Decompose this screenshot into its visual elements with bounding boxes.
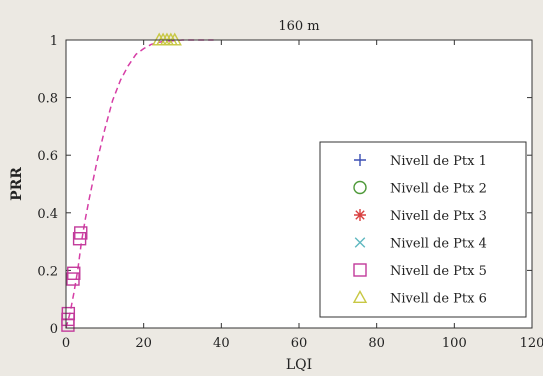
series-6-markers [152,32,182,46]
y-tick-label: 0.8 [37,92,58,107]
y-tick-label: 0.2 [37,264,58,279]
marker-square [74,226,88,240]
marker-square [353,263,367,277]
marker-asterisk [354,209,366,221]
legend-item: Nivell de Ptx 1 [354,154,487,169]
chart-title: 160 m [278,19,319,34]
plot-frame [65,39,533,329]
x-tick-label: 120 [520,336,543,351]
data-markers [61,32,182,332]
legend-label: Nivell de Ptx 2 [390,182,487,197]
x-tick-label: 20 [135,336,152,351]
x-axis-label: LQI [286,357,312,373]
marker-square [61,306,76,321]
legend: Nivell de Ptx 1 Nivell de Ptx 2 Nivell de … [319,141,527,318]
marker-triangle [167,32,182,46]
y-tick-label: 1 [50,34,58,49]
y-tick-label: 0 [50,322,58,337]
legend-label: Nivell de Ptx 1 [390,154,487,169]
x-tick-label: 40 [213,336,230,351]
legend-item: Nivell de Ptx 2 [353,180,487,197]
legend-box [319,141,527,318]
marker-x [354,237,366,248]
marker-plus [354,154,366,166]
marker-triangle [352,290,368,303]
legend-label: Nivell de Ptx 4 [390,237,487,252]
x-tick-label: 0 [62,336,70,351]
series-5-markers [61,226,88,332]
y-axis-label: PRR [9,167,25,201]
y-tick-label: 0.6 [37,149,58,164]
legend-item: Nivell de Ptx 5 [353,263,487,279]
legend-item: Nivell de Ptx 6 [352,290,487,307]
x-tick-label: 80 [368,336,385,351]
legend-label: Nivell de Ptx 3 [390,209,487,224]
y-tick-label: 0.4 [37,207,58,222]
x-tick-label: 100 [442,336,467,351]
axis-ticks: 0 20 40 60 80 100 120 0 0.2 0.4 0.6 0.8 1 [37,34,543,351]
legend-item: Nivell de Ptx 4 [354,237,487,252]
marker-square [67,266,81,280]
legend-label: Nivell de Ptx 5 [390,264,487,279]
marker-circle [353,180,367,195]
x-tick-label: 60 [291,336,308,351]
legend-item: Nivell de Ptx 3 [354,209,487,224]
legend-label: Nivell de Ptx 6 [390,292,487,307]
